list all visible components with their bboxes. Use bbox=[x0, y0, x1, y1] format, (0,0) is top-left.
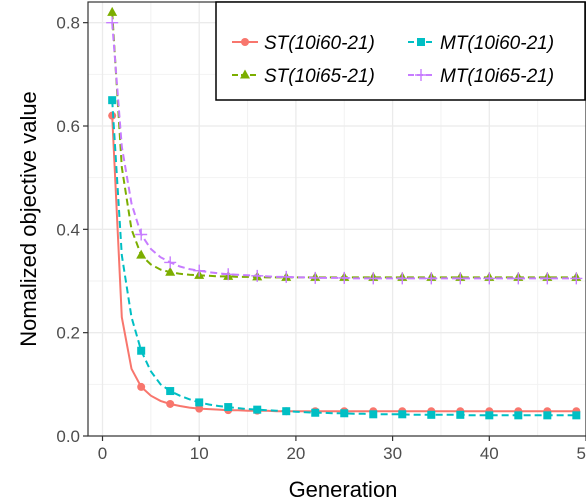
data-point bbox=[485, 411, 494, 420]
data-point bbox=[136, 249, 147, 259]
data-point bbox=[253, 405, 262, 414]
x-axis: 0 10 20 30 40 50 bbox=[98, 436, 586, 463]
series-layer bbox=[106, 6, 583, 420]
y-tick-label: 0.2 bbox=[56, 324, 80, 343]
data-point bbox=[396, 272, 409, 285]
data-point bbox=[541, 272, 554, 285]
data-point bbox=[456, 410, 465, 419]
data-point bbox=[251, 269, 264, 282]
legend-label: ST(10i60-21) bbox=[264, 33, 375, 54]
x-tick-label: 30 bbox=[383, 444, 402, 463]
data-point bbox=[309, 271, 322, 284]
data-point bbox=[570, 272, 583, 285]
data-point bbox=[108, 96, 117, 105]
y-tick-label: 0.6 bbox=[56, 117, 80, 136]
x-tick-label: 10 bbox=[190, 444, 209, 463]
data-point bbox=[514, 411, 523, 420]
y-tick-label: 0.4 bbox=[56, 220, 80, 239]
data-point bbox=[166, 399, 175, 408]
data-point bbox=[427, 410, 436, 419]
legend-label: MT(10i60-21) bbox=[440, 33, 554, 54]
series-MT(10i60-21) bbox=[108, 96, 581, 420]
data-point bbox=[454, 272, 467, 285]
legend: ST(10i60-21) MT(10i60-21) ST(10i65-21) MT(1… bbox=[215, 1, 586, 101]
data-point bbox=[338, 271, 351, 284]
series-MT(10i65-21) bbox=[106, 16, 583, 285]
y-axis-title: Nomalized objective value bbox=[16, 91, 41, 347]
legend-key-marker bbox=[240, 69, 250, 79]
data-point bbox=[483, 272, 496, 285]
y-tick-label: 0.0 bbox=[56, 427, 80, 446]
x-axis-title: Generation bbox=[289, 477, 398, 502]
data-point bbox=[222, 268, 235, 281]
data-point bbox=[425, 272, 438, 285]
series-line bbox=[111, 100, 577, 417]
y-axis: 0.0 0.2 0.4 0.6 0.8 bbox=[56, 14, 88, 446]
data-point bbox=[512, 272, 525, 285]
legend-label: ST(10i65-21) bbox=[264, 66, 375, 87]
y-tick-label: 0.8 bbox=[56, 14, 80, 33]
data-point bbox=[280, 270, 293, 283]
data-point bbox=[282, 407, 291, 416]
data-point bbox=[165, 266, 176, 276]
data-point bbox=[193, 264, 206, 277]
data-point bbox=[572, 411, 581, 420]
legend-key-marker bbox=[241, 38, 249, 46]
data-point bbox=[107, 6, 118, 16]
data-point bbox=[137, 346, 146, 355]
legend-label: MT(10i65-21) bbox=[440, 66, 554, 87]
data-point bbox=[340, 409, 349, 418]
legend-box bbox=[215, 1, 586, 101]
legend-key-marker bbox=[415, 69, 427, 81]
data-point bbox=[398, 410, 407, 419]
data-point bbox=[166, 387, 175, 396]
data-point bbox=[369, 410, 378, 419]
data-point bbox=[224, 403, 233, 412]
x-tick-label: 50 bbox=[577, 444, 586, 463]
data-point bbox=[195, 404, 204, 413]
data-point bbox=[543, 411, 552, 420]
data-point bbox=[106, 16, 119, 29]
x-tick-label: 0 bbox=[98, 444, 107, 463]
data-point bbox=[367, 272, 380, 285]
data-point bbox=[311, 408, 320, 417]
data-point bbox=[164, 256, 177, 269]
data-point bbox=[137, 382, 146, 391]
legend-key-marker bbox=[417, 38, 425, 46]
data-point bbox=[135, 228, 148, 241]
x-tick-label: 20 bbox=[286, 444, 305, 463]
data-point bbox=[195, 398, 204, 407]
x-tick-label: 40 bbox=[480, 444, 499, 463]
